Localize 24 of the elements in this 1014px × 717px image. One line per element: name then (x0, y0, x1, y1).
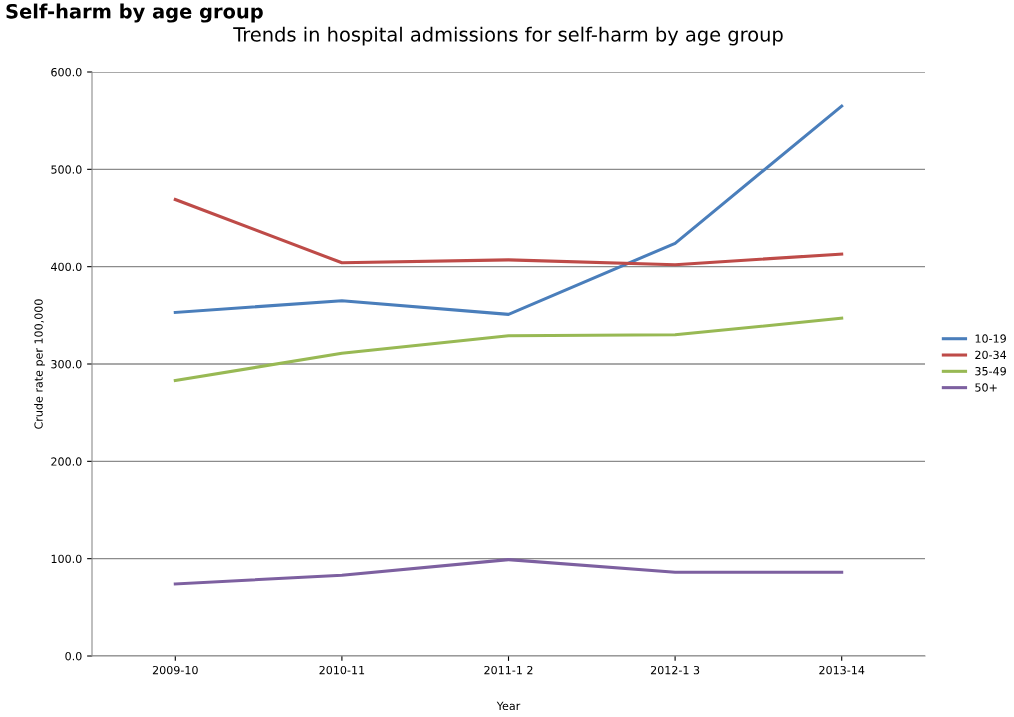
x-tick-label: 2009-10 (152, 665, 198, 675)
y-tick-label: 400.0 (51, 262, 82, 272)
legend-label: 20-34 (975, 350, 1007, 360)
chart-title: Trends in hospital admissions for self-harm by age group (233, 26, 783, 46)
y-tick-label: 200.0 (51, 457, 82, 466)
line-series (173, 197, 844, 267)
legend-label: 10-19 (975, 334, 1006, 343)
x-tick-label: 2010-11 (319, 665, 365, 675)
x-tick-label: 2012-1 3 (650, 665, 700, 675)
y-tick-label: 0.0 (65, 651, 82, 661)
legend-label: 50+ (975, 383, 997, 392)
y-tick-label: 100.0 (51, 554, 82, 564)
legend-label: 35-49 (975, 366, 1006, 376)
line-series (173, 558, 844, 586)
y-axis-title: Crude rate per 100,000 (34, 299, 45, 429)
y-tick-label: 600.0 (51, 67, 82, 77)
line-series (173, 104, 844, 316)
x-axis-title: Year (496, 701, 521, 711)
y-tick-label: 300.0 (51, 359, 82, 369)
y-tick-label: 500.0 (51, 165, 82, 174)
x-tick-label: 2013-14 (819, 665, 865, 675)
x-tick-label: 2011-1 2 (484, 665, 533, 675)
text: Self-harm by age group (6, 3, 263, 23)
line-series (173, 316, 844, 383)
